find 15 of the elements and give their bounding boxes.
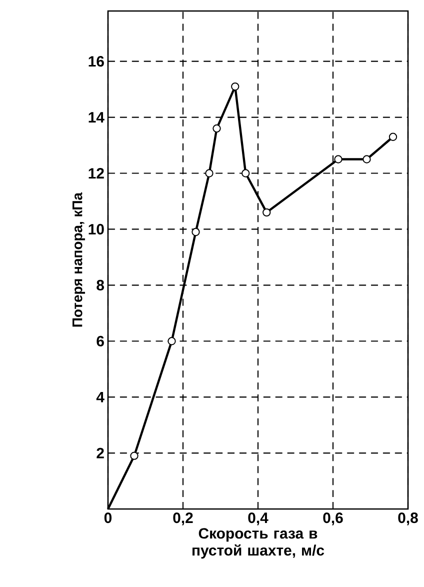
x-tick-label: 0,8	[398, 512, 418, 526]
y-tick-label: 16	[88, 56, 104, 67]
y-axis-title: Потеря напора, кПа	[72, 192, 86, 327]
y-tick-label: 14	[88, 112, 104, 122]
y-tick-label: 6	[96, 336, 104, 346]
y-tick-label: 8	[96, 280, 104, 290]
x-tick-label: 0,4	[248, 512, 268, 526]
x-axis-title: Скорость газа в пустой шахте, м/с	[192, 528, 324, 559]
x-tick-label: 0,2	[173, 512, 193, 526]
x-tick-label: 0	[104, 512, 112, 524]
y-tick-label: 10	[88, 224, 104, 234]
y-tick-label: 4	[96, 392, 104, 402]
y-tick-label: 2	[96, 448, 104, 458]
y-tick-label: 12	[88, 168, 104, 178]
x-tick-label: 0,6	[323, 512, 343, 526]
